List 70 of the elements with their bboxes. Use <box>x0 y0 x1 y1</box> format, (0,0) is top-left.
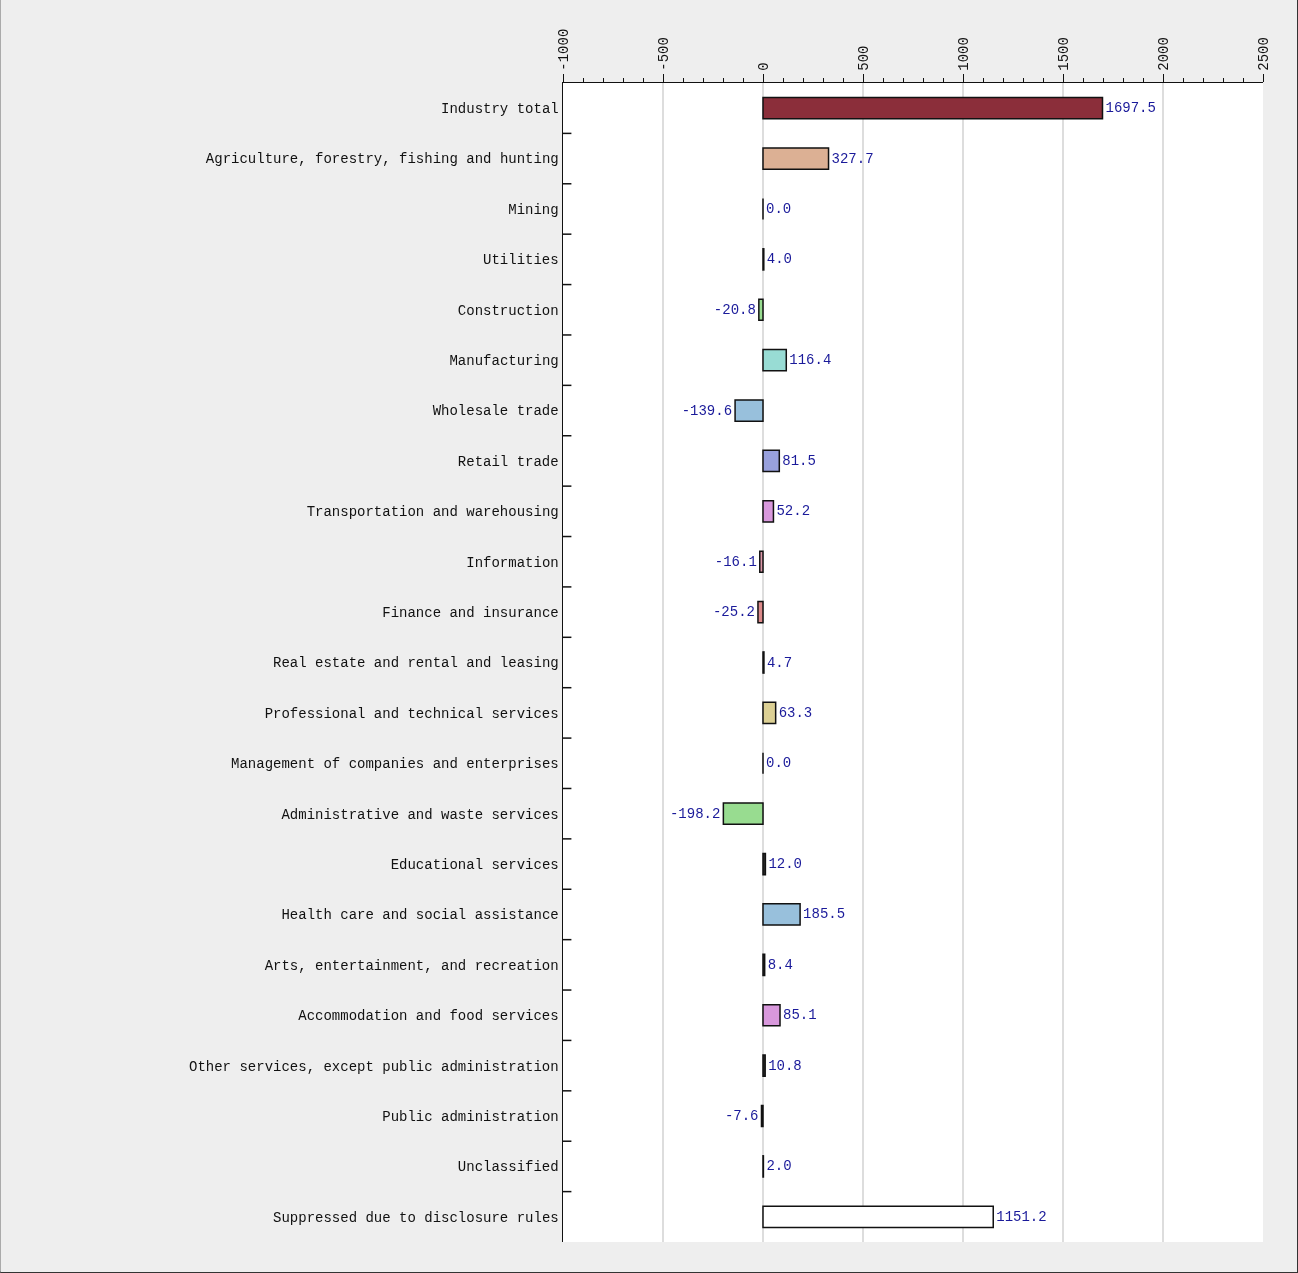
y-tick-label: Accommodation and food services <box>298 1008 559 1025</box>
data-label: 12.0 <box>768 856 803 873</box>
bar <box>762 147 830 170</box>
x-tick-label: 2500 <box>1255 37 1272 71</box>
data-label: 63.3 <box>778 704 813 721</box>
data-label: 1151.2 <box>996 1208 1047 1225</box>
bar <box>762 852 767 876</box>
y-tick-label: Professional and technical services <box>264 705 559 722</box>
data-label: 0.0 <box>766 200 792 217</box>
y-tick-label: Management of companies and enterprises <box>231 756 559 773</box>
data-label: 81.5 <box>782 452 816 469</box>
data-label: 4.0 <box>766 251 793 268</box>
bar <box>762 499 775 523</box>
data-label: 4.7 <box>766 654 793 671</box>
y-tick-label: Educational services <box>390 856 559 873</box>
bar <box>757 600 764 624</box>
y-tick-label: Retail trade <box>457 453 559 470</box>
data-label: 10.8 <box>768 1057 802 1074</box>
data-label: 185.5 <box>803 906 846 923</box>
y-tick-label: Public administration <box>382 1108 559 1125</box>
bar <box>762 96 1104 120</box>
data-label: 327.7 <box>831 150 874 167</box>
y-tick-label: Real estate and rental and leasing <box>273 655 559 672</box>
y-tick-label: Health care and social assistance <box>281 907 559 924</box>
bar <box>762 449 781 473</box>
bar <box>759 550 764 574</box>
data-label: -25.2 <box>712 604 755 621</box>
data-label: 116.4 <box>789 352 832 369</box>
y-tick-label: Wholesale trade <box>432 403 559 420</box>
bar <box>762 1205 994 1229</box>
y-tick-label: Other services, except public administration <box>189 1058 559 1075</box>
data-label: -16.1 <box>714 553 757 570</box>
bar <box>762 1003 781 1027</box>
y-tick-label: Administrative and waste services <box>281 806 559 823</box>
y-tick-label: Arts, entertainment, and recreation <box>264 957 559 974</box>
data-label: -7.6 <box>724 1108 759 1125</box>
x-tick-label: 1000 <box>955 37 972 71</box>
y-tick-label: Transportation and warehousing <box>306 504 559 521</box>
x-tick-label: 1500 <box>1055 37 1072 71</box>
x-tick-label: -1000 <box>555 28 572 71</box>
y-tick-label: Manufacturing <box>449 353 559 370</box>
bar <box>762 1054 766 1077</box>
y-tick-label: Information <box>466 554 559 571</box>
y-tick-label: Finance and insurance <box>382 605 559 622</box>
data-label: 85.1 <box>783 1007 817 1024</box>
x-tick-label: -500 <box>655 37 672 71</box>
data-label: -20.8 <box>713 301 756 318</box>
data-label: 2.0 <box>766 1158 792 1175</box>
data-label: 52.2 <box>776 503 811 520</box>
data-label: -198.2 <box>669 805 721 822</box>
bar <box>734 399 764 422</box>
y-tick-label: Suppressed due to disclosure rules <box>273 1209 559 1226</box>
bar <box>758 298 764 322</box>
y-tick-label: Utilities <box>483 252 559 269</box>
bar <box>722 802 764 826</box>
x-tick-label: 500 <box>855 45 872 71</box>
data-label: 0.0 <box>766 755 792 772</box>
bar <box>762 348 788 372</box>
data-label: 1697.5 <box>1105 100 1156 117</box>
bar <box>762 903 801 926</box>
x-tick-label: 2000 <box>1155 37 1172 71</box>
x-tick-label: 0 <box>755 62 772 71</box>
bar <box>762 701 777 725</box>
y-tick-label: Industry total <box>441 101 559 118</box>
y-tick-label: Mining <box>508 201 559 218</box>
y-tick-label: Unclassified <box>457 1159 559 1176</box>
y-tick-label: Agriculture, forestry, fishing and hunting <box>205 151 559 168</box>
data-label: -139.6 <box>681 402 733 419</box>
data-label: 8.4 <box>767 956 793 973</box>
y-tick-label: Construction <box>457 302 559 319</box>
